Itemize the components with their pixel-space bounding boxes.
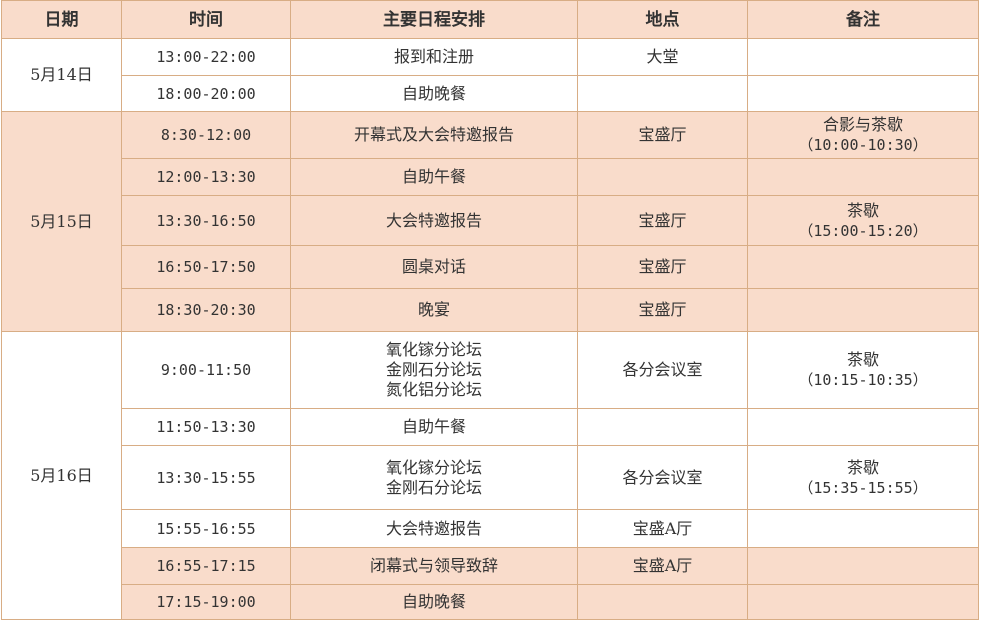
note-cell: [747, 408, 979, 446]
note-line: 茶歇: [846, 457, 879, 477]
agenda-item: 大会特邀报告: [385, 210, 482, 230]
time-cell: 18:30-20:30: [121, 288, 291, 332]
header-note: 备注: [747, 0, 979, 39]
agenda-item: 氧化镓分论坛: [385, 340, 482, 359]
time-cell: 9:00-11:50: [121, 331, 291, 409]
agenda-cell: 大会特邀报告: [290, 195, 578, 246]
time-cell: 15:55-16:55: [121, 509, 291, 548]
agenda-item: 大会特邀报告: [385, 518, 482, 538]
time-cell: 13:30-15:55: [121, 445, 291, 510]
note-cell: [747, 584, 979, 620]
agenda-item: 闭幕式与领导致辞: [369, 556, 498, 575]
table-row: 13:30-15:55 氧化镓分论坛 金刚石分论坛 各分会议室 茶歇 （15:35-15:…: [2, 445, 979, 510]
note-line: （15:35-15:55）: [798, 478, 928, 497]
note-line: （10:15-10:35）: [798, 371, 928, 389]
table-row: 16:50-17:50 圆桌对话 宝盛厅: [2, 245, 979, 289]
header-agenda: 主要日程安排: [290, 0, 578, 39]
time-cell: 12:00-13:30: [121, 158, 291, 196]
table-row: 5月15日 8:30-12:00 开幕式及大会特邀报告 宝盛厅 合影与茶歇 （10:00-…: [1, 111, 979, 332]
note-line: 茶歇: [846, 350, 879, 369]
agenda-item: 氮化铝分论坛: [385, 380, 482, 399]
venue-cell: 大堂: [577, 38, 748, 76]
agenda-cell: 自助晚餐: [290, 584, 578, 620]
header-venue: 地点: [577, 0, 748, 39]
venue-cell: 宝盛厅: [577, 245, 748, 289]
agenda-item: 开幕式及大会特邀报告: [353, 125, 514, 144]
venue-cell: [577, 75, 748, 112]
venue-cell: 宝盛厅: [577, 111, 748, 159]
agenda-item: 报到和注册: [393, 47, 474, 66]
time-cell: 13:30-16:50: [121, 195, 291, 246]
agenda-cell: 闭幕式与领导致辞: [290, 547, 578, 585]
table-row: 18:00-20:00 自助晚餐: [2, 75, 979, 112]
agenda-cell: 报到和注册: [290, 38, 578, 76]
note-cell: [747, 75, 979, 112]
time-cell: 8:30-12:00: [121, 111, 291, 159]
table-row: 17:15-19:00 自助晚餐: [2, 584, 979, 620]
note-line: （10:00-10:30）: [798, 136, 928, 154]
agenda-item: 自助晚餐: [401, 592, 466, 611]
agenda-item: 自助晚餐: [401, 83, 466, 103]
venue-cell: 各分会议室: [577, 331, 748, 409]
agenda-item: 自助午餐: [401, 417, 466, 436]
table-row: 12:00-13:30 自助午餐: [2, 158, 979, 196]
time-cell: 16:50-17:50: [121, 245, 291, 289]
agenda-cell: 大会特邀报告: [290, 509, 578, 548]
agenda-item: 圆桌对话: [401, 257, 466, 276]
venue-cell: 宝盛厅: [577, 288, 748, 332]
time-cell: 17:15-19:00: [121, 584, 291, 620]
note-line: （15:00-15:20）: [798, 221, 928, 240]
agenda-item: 金刚石分论坛: [385, 477, 482, 497]
table-row: 18:30-20:30 晚宴 宝盛厅: [2, 288, 979, 332]
agenda-cell: 开幕式及大会特邀报告: [290, 111, 578, 159]
date-cell: 5月14日: [1, 38, 122, 112]
note-cell: [747, 245, 979, 289]
note-cell: [747, 158, 979, 196]
agenda-cell: 圆桌对话: [290, 245, 578, 289]
time-cell: 13:00-22:00: [121, 38, 291, 76]
time-cell: 11:50-13:30: [121, 408, 291, 446]
venue-cell: 宝盛A厅: [577, 509, 748, 548]
venue-cell: 各分会议室: [577, 445, 748, 510]
agenda-item: 自助午餐: [401, 167, 466, 186]
note-line: 合影与茶歇: [822, 115, 903, 134]
table-row: 16:55-17:15 闭幕式与领导致辞 宝盛A厅: [2, 547, 979, 585]
venue-cell: [577, 584, 748, 620]
venue-cell: [577, 408, 748, 446]
table-row: 11:50-13:30 自助午餐: [2, 408, 979, 446]
note-cell: 茶歇 （10:15-10:35）: [747, 331, 979, 409]
agenda-cell: 氧化镓分论坛 金刚石分论坛: [290, 445, 578, 510]
agenda-cell: 晚宴: [290, 288, 578, 332]
note-cell: [747, 288, 979, 332]
note-cell: 茶歇 （15:00-15:20）: [747, 195, 979, 246]
agenda-cell: 自助午餐: [290, 408, 578, 446]
table-row: 13:30-16:50 大会特邀报告 宝盛厅 茶歇 （15:00-15:20）: [2, 195, 979, 246]
agenda-cell: 自助午餐: [290, 158, 578, 196]
venue-cell: 宝盛A厅: [577, 547, 748, 585]
note-cell: [747, 509, 979, 548]
table-row: 15:55-16:55 大会特邀报告 宝盛A厅: [2, 509, 979, 548]
date-cell: 5月15日: [1, 111, 122, 332]
date-cell: 5月16日: [1, 331, 122, 620]
table-row: 5月14日 13:00-22:00 报到和注册 大堂: [1, 38, 979, 112]
agenda-cell: 自助晚餐: [290, 75, 578, 112]
note-cell: 茶歇 （15:35-15:55）: [747, 445, 979, 510]
note-cell: [747, 38, 979, 76]
venue-cell: 宝盛厅: [577, 195, 748, 246]
table-row: 5月16日 9:00-11:50 氧化镓分论坛 金刚石分论坛 氮化铝分论坛 各分会议室 茶歇…: [1, 331, 979, 620]
agenda-item: 晚宴: [417, 300, 450, 319]
venue-cell: [577, 158, 748, 196]
agenda-item: 金刚石分论坛: [385, 360, 482, 379]
note-cell: 合影与茶歇 （10:00-10:30）: [747, 111, 979, 159]
note-cell: [747, 547, 979, 585]
note-line: 茶歇: [846, 200, 879, 220]
time-cell: 18:00-20:00: [121, 75, 291, 112]
header-time: 时间: [121, 0, 291, 39]
header-date: 日期: [1, 0, 122, 39]
agenda-item: 氧化镓分论坛: [385, 457, 482, 477]
header-row: 日期 时间 主要日程安排 地点 备注: [1, 0, 979, 39]
time-cell: 16:55-17:15: [121, 547, 291, 585]
agenda-cell: 氧化镓分论坛 金刚石分论坛 氮化铝分论坛: [290, 331, 578, 409]
